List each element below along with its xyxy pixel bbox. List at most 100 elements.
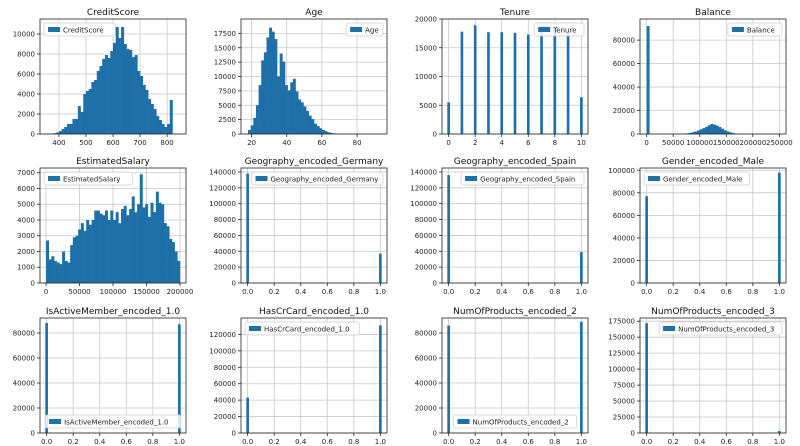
- y-tick-label: 80000: [214, 364, 236, 372]
- histogram-bar: [699, 129, 703, 134]
- y-tick-label: 120000: [209, 331, 236, 339]
- histogram-bar: [126, 215, 130, 283]
- histogram-bar: [150, 104, 154, 134]
- histogram-bar: [713, 124, 716, 134]
- histogram-bar: [246, 397, 249, 433]
- histogram-bar: [134, 55, 138, 134]
- y-tick-label: 3000: [17, 232, 35, 240]
- legend-box: [727, 22, 783, 37]
- histogram-bar: [255, 105, 259, 134]
- histogram-bar: [54, 260, 58, 283]
- legend-label: NumOfProducts_encoded_2: [473, 418, 569, 426]
- x-tick-label: 8: [553, 139, 557, 147]
- x-tick-label: 0.8: [549, 288, 560, 296]
- histogram-bar: [580, 252, 583, 283]
- x-tick-label: 0.6: [322, 438, 334, 446]
- y-tick-label: 80000: [613, 37, 635, 45]
- subplot-3: 0 5000 10000 15000 20000 0 2 4 6 8 10 Tenure Tenure: [415, 8, 589, 147]
- histogram-bar: [155, 191, 159, 283]
- legend: Balance: [727, 22, 783, 37]
- histogram-bar: [58, 131, 62, 134]
- x-tick-label: 0.8: [747, 288, 758, 296]
- legend: Tenure: [533, 22, 585, 37]
- x-tick-label: 0.6: [121, 438, 133, 446]
- histogram-bar: [88, 89, 92, 134]
- histogram-bar: [148, 99, 152, 134]
- histogram-bar: [295, 91, 299, 134]
- histogram-bar: [447, 175, 450, 283]
- y-tick-label: 10000: [415, 73, 437, 81]
- x-tick-label: 200000: [739, 139, 766, 147]
- y-tick-label: 150000: [608, 334, 635, 342]
- histogram-bar: [513, 32, 517, 134]
- y-tick-label: 60000: [415, 355, 437, 363]
- histogram-bar: [526, 34, 530, 134]
- x-tick-label: 0.0: [641, 438, 652, 446]
- histogram-bar: [48, 259, 52, 283]
- legend-label: NumOfProducts_encoded_3: [678, 325, 774, 333]
- histogram-bar: [705, 126, 708, 134]
- histogram-bar: [80, 112, 84, 134]
- y-tick-label: 20000: [415, 405, 437, 413]
- y-tick-label: 2500: [218, 116, 236, 124]
- histogram-bar: [99, 213, 103, 283]
- y-tick-label: 15000: [214, 44, 236, 52]
- y-tick-label: 17500: [214, 30, 236, 38]
- legend-box: [43, 171, 133, 186]
- histogram-bar: [161, 204, 165, 283]
- histogram-bar: [137, 71, 141, 134]
- legend-swatch: [350, 27, 363, 32]
- y-tick-label: 120000: [209, 184, 236, 192]
- y-tick-label: 100000: [209, 347, 236, 355]
- y-tick-label: 0: [31, 280, 35, 288]
- histogram-bar: [329, 132, 333, 134]
- legend-label: CreditScore: [63, 26, 104, 34]
- y-tick-label: 20000: [613, 257, 635, 265]
- subplot-12: 0 25000 50000 75000 100000 125000 150000 175000…: [608, 307, 787, 446]
- x-tick-label: 40: [282, 139, 291, 147]
- y-tick-label: 1000: [17, 264, 35, 272]
- histogram-bar: [718, 126, 722, 134]
- x-tick-label: 0: [44, 288, 48, 296]
- subplot-2: 0 2500 5000 7500 10000 12500 15000 17500 20 40 60 8…: [214, 8, 388, 147]
- histogram-bar: [85, 91, 89, 134]
- y-tick-label: 6000: [17, 185, 35, 193]
- histogram-bar: [153, 212, 157, 283]
- axes-frame: [240, 317, 388, 434]
- x-tick-label: 0.8: [147, 438, 158, 446]
- x-tick-label: 150000: [133, 288, 160, 296]
- y-tick-label: 20000: [214, 413, 236, 421]
- histogram-bar: [327, 132, 331, 134]
- x-tick-label: 0.6: [721, 288, 733, 296]
- x-tick-label: 0.0: [41, 438, 52, 446]
- histogram-bar: [96, 71, 100, 134]
- y-tick-label: 120000: [410, 184, 437, 192]
- histogram-bar: [86, 219, 90, 283]
- histogram-bar: [121, 208, 125, 283]
- y-tick-label: 60000: [415, 232, 437, 240]
- legend-swatch: [48, 176, 60, 181]
- y-tick-label: 40000: [415, 380, 437, 388]
- histogram-bar: [59, 264, 63, 283]
- x-tick-label: 2: [473, 139, 477, 147]
- histogram-bar: [169, 100, 173, 134]
- histogram-bar: [61, 129, 65, 134]
- histogram-bar: [274, 39, 278, 134]
- y-tick-label: 0: [433, 430, 437, 438]
- legend-box: [244, 321, 360, 336]
- y-tick-label: 10000: [13, 31, 35, 39]
- histogram-bar: [447, 102, 450, 134]
- x-tick-label: 0.8: [549, 438, 560, 446]
- histogram-bar: [691, 132, 695, 134]
- y-tick-label: 125000: [608, 350, 635, 358]
- x-tick-label: 500: [79, 139, 92, 147]
- subplot-7: 0 20000 40000 60000 80000 100000 120000 140000 0…: [410, 157, 589, 296]
- y-tick-label: 0: [433, 280, 437, 288]
- histogram-bar: [447, 325, 450, 433]
- legend-swatch: [255, 176, 268, 181]
- histogram-bar: [107, 58, 111, 134]
- y-tick-label: 60000: [214, 380, 236, 388]
- legend-box: [643, 171, 751, 186]
- histogram-bar: [142, 207, 146, 283]
- histogram-bar: [248, 129, 251, 134]
